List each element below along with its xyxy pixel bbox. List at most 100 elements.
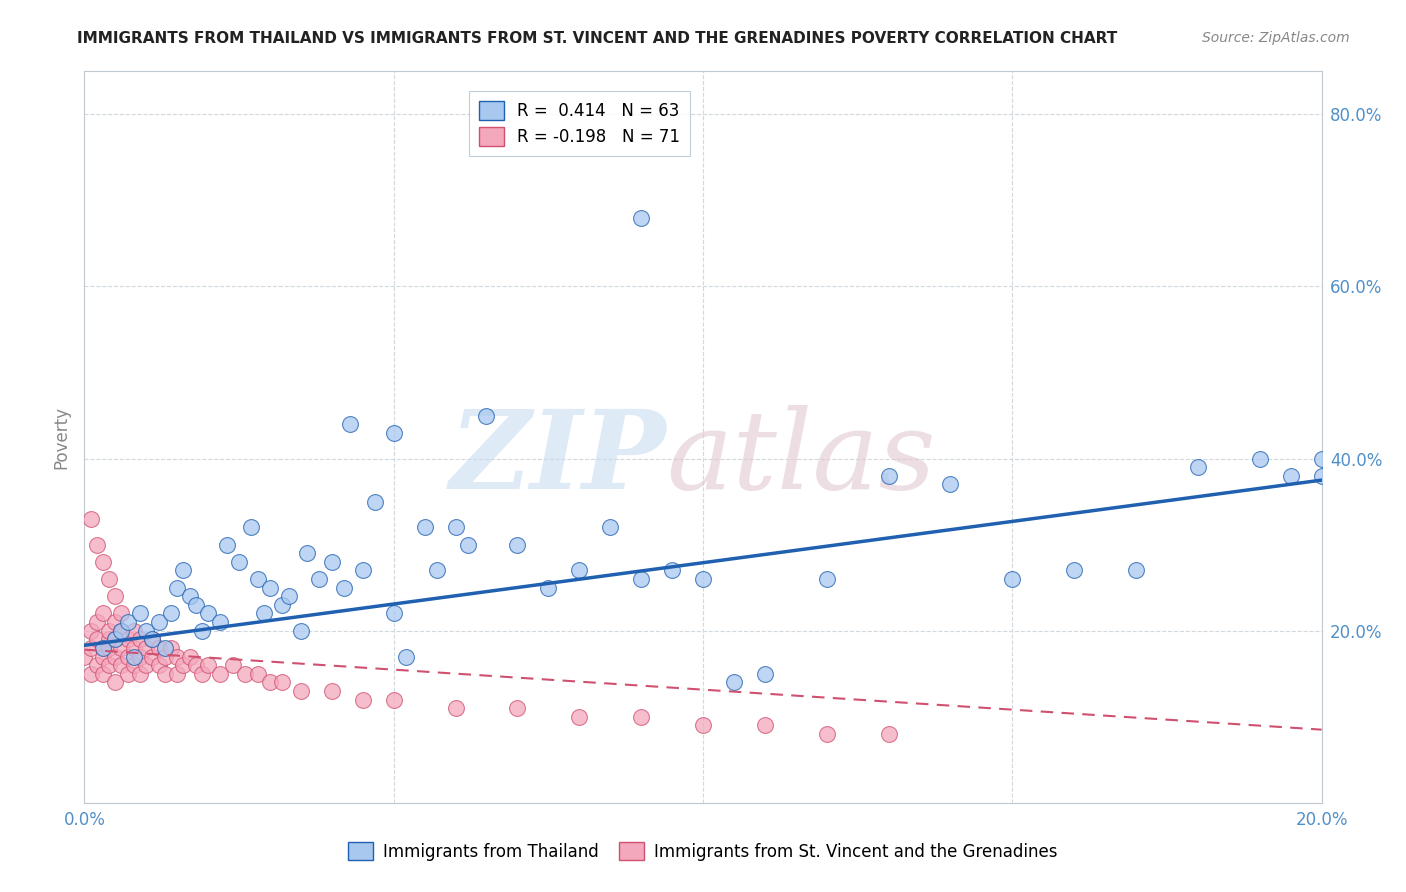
Point (692, 718, 714, 732)
Point (1279, 468, 1302, 483)
Point (271, 675, 294, 690)
Point (153, 666, 176, 681)
Point (308, 572, 330, 586)
Point (148, 658, 170, 673)
Point (129, 607, 152, 621)
Point (86, 632, 108, 647)
Point (222, 658, 245, 673)
Point (91, 640, 114, 655)
Point (184, 598, 207, 612)
Point (129, 632, 152, 647)
Point (1310, 468, 1333, 483)
Point (179, 589, 201, 603)
Point (141, 632, 163, 647)
Point (110, 607, 132, 621)
Point (172, 564, 194, 578)
Point (209, 615, 232, 629)
Point (122, 649, 145, 664)
Point (166, 649, 188, 664)
Point (191, 666, 214, 681)
Point (382, 692, 405, 706)
Point (1310, 451, 1333, 466)
Point (104, 615, 127, 629)
Point (98, 572, 121, 586)
Legend: Immigrants from Thailand, Immigrants from St. Vincent and the Grenadines: Immigrants from Thailand, Immigrants fro… (342, 836, 1064, 868)
Point (86, 658, 108, 673)
Point (91, 555, 114, 569)
Point (352, 564, 374, 578)
Point (233, 666, 256, 681)
Point (364, 494, 387, 508)
Point (939, 477, 962, 491)
Point (141, 649, 163, 664)
Point (86, 538, 108, 552)
Point (395, 649, 418, 664)
Point (1187, 460, 1209, 475)
Point (86, 615, 108, 629)
Point (339, 417, 361, 432)
Point (104, 632, 127, 647)
Point (141, 632, 163, 647)
Point (692, 572, 714, 586)
Point (506, 701, 529, 715)
Point (1249, 451, 1271, 466)
Point (290, 624, 312, 638)
Point (91, 666, 114, 681)
Point (246, 572, 269, 586)
Point (723, 675, 745, 690)
Point (91, 607, 114, 621)
Point (271, 598, 294, 612)
Point (122, 658, 145, 673)
Text: Source: ZipAtlas.com: Source: ZipAtlas.com (1202, 31, 1350, 45)
Point (104, 649, 127, 664)
Point (475, 409, 498, 423)
Text: ZIP: ZIP (450, 405, 666, 513)
Point (135, 640, 157, 655)
Point (122, 624, 145, 638)
Point (135, 658, 157, 673)
Point (104, 632, 127, 647)
Point (153, 640, 176, 655)
Point (79, 512, 101, 526)
Point (259, 675, 281, 690)
Point (166, 581, 188, 595)
Point (815, 727, 838, 741)
Point (352, 692, 374, 706)
Point (160, 607, 183, 621)
Point (117, 632, 139, 647)
Point (110, 624, 132, 638)
Point (253, 607, 276, 621)
Point (98, 624, 121, 638)
Text: IMMIGRANTS FROM THAILAND VS IMMIGRANTS FROM ST. VINCENT AND THE GRENADINES POVER: IMMIGRANTS FROM THAILAND VS IMMIGRANTS F… (77, 31, 1118, 46)
Point (110, 624, 132, 638)
Point (1125, 564, 1147, 578)
Point (877, 468, 900, 483)
Point (754, 718, 776, 732)
Point (630, 211, 652, 225)
Point (568, 710, 591, 724)
Point (290, 684, 312, 698)
Point (1001, 572, 1024, 586)
Point (382, 607, 405, 621)
Point (240, 520, 263, 534)
Point (160, 640, 183, 655)
Point (79, 640, 101, 655)
Point (179, 649, 201, 664)
Point (209, 666, 232, 681)
Point (98, 632, 121, 647)
Point (91, 640, 114, 655)
Point (191, 624, 214, 638)
Point (148, 640, 170, 655)
Point (426, 564, 449, 578)
Y-axis label: Poverty: Poverty (52, 406, 70, 468)
Point (382, 425, 405, 440)
Point (91, 649, 114, 664)
Point (333, 581, 356, 595)
Point (259, 581, 281, 595)
Point (110, 640, 132, 655)
Point (506, 538, 529, 552)
Point (599, 520, 621, 534)
Point (444, 701, 467, 715)
Text: atlas: atlas (666, 405, 935, 513)
Point (153, 649, 176, 664)
